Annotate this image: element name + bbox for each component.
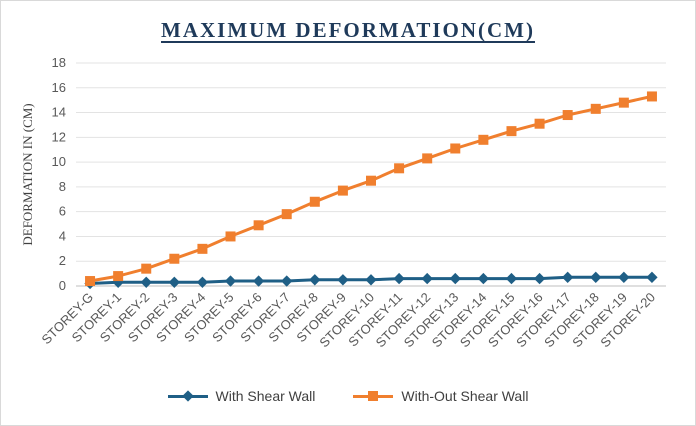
data-point: [281, 275, 293, 287]
data-point: [534, 118, 545, 129]
data-point: [281, 209, 292, 220]
data-point: [140, 276, 152, 288]
data-point: [393, 272, 405, 285]
legend-item-with-shear-wall: With Shear Wall: [167, 388, 316, 404]
data-point: [252, 275, 265, 287]
data-point: [646, 91, 657, 102]
data-point: [168, 276, 180, 288]
data-point: [590, 271, 602, 283]
data-point: [224, 275, 237, 287]
series-without-shear-wall: [85, 91, 657, 287]
data-point: [618, 97, 629, 108]
data-point: [197, 243, 208, 254]
legend-swatch-without-shear-wall: [353, 391, 394, 401]
data-point: [477, 272, 490, 285]
y-tick-label: 0: [59, 278, 66, 293]
data-point: [421, 272, 433, 285]
data-point: [169, 253, 180, 264]
data-point: [562, 110, 573, 121]
data-point: [562, 271, 574, 283]
data-point: [449, 272, 461, 285]
data-point: [309, 196, 320, 207]
y-axis-label: DEFORMATION IN (CM): [20, 103, 35, 245]
data-point: [366, 175, 376, 186]
y-tick-labels: 0 2 4 6 8 10 12 14 16 18: [52, 55, 66, 293]
series-with-shear-wall: [84, 271, 658, 290]
data-point: [113, 271, 124, 282]
data-point: [337, 185, 348, 196]
y-tick-label: 10: [52, 154, 66, 169]
data-point: [309, 274, 321, 286]
data-point: [618, 271, 630, 283]
data-point: [422, 153, 433, 164]
data-point: [253, 220, 264, 231]
data-point: [533, 272, 546, 285]
data-point: [505, 272, 518, 285]
legend-item-without-shear-wall: With-Out Shear Wall: [353, 388, 528, 404]
legend-swatch-with-shear-wall: [167, 390, 208, 402]
data-point: [141, 263, 152, 274]
data-point: [450, 143, 461, 154]
series-layer: [84, 91, 658, 290]
y-tick-label: 12: [52, 129, 66, 144]
y-tick-label: 4: [59, 228, 66, 243]
chart-title: MAXIMUM DEFORMATION(CM): [161, 18, 535, 42]
diamond-marker-icon: [181, 390, 194, 402]
data-point: [394, 163, 405, 174]
y-tick-label: 16: [52, 80, 66, 95]
data-point: [590, 103, 601, 114]
y-tick-label: 2: [59, 253, 66, 268]
gridlines: [76, 62, 666, 287]
legend-label-without-shear-wall: With-Out Shear Wall: [401, 388, 529, 404]
legend: With Shear Wall With-Out Shear Wall: [0, 388, 696, 404]
y-tick-label: 8: [59, 179, 66, 194]
data-point: [646, 271, 658, 283]
data-point: [85, 276, 96, 287]
data-point: [225, 231, 236, 242]
data-point: [196, 276, 209, 288]
y-tick-label: 18: [52, 55, 66, 70]
data-point: [478, 134, 489, 145]
data-point: [337, 274, 349, 286]
series-line: [89, 94, 653, 283]
data-point: [506, 126, 517, 137]
data-point: [365, 274, 377, 286]
legend-label-with-shear-wall: With Shear Wall: [215, 388, 316, 404]
y-tick-label: 14: [52, 105, 66, 120]
x-tick-labels: STOREY-GSTOREY-1STOREY-2STOREY-3STOREY-4…: [39, 290, 659, 351]
y-tick-label: 6: [59, 204, 66, 219]
square-marker-icon: [368, 391, 379, 401]
